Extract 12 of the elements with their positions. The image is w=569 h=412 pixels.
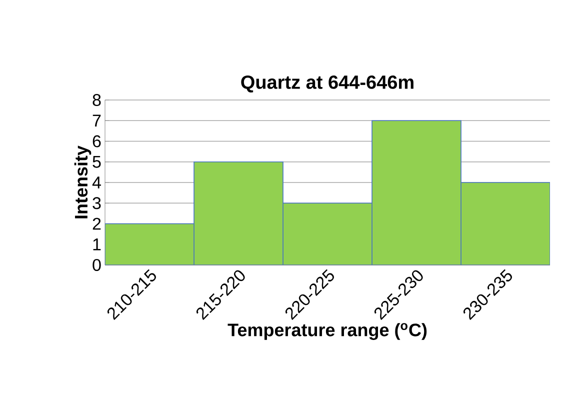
x-axis-title: Temperature range ($^{o}$C) <box>228 323 427 340</box>
y-tick-label: 3 <box>92 197 101 210</box>
y-tick-label: 0 <box>92 258 101 272</box>
y-tick-label: 1 <box>93 238 101 250</box>
y-tick-label: 8 <box>92 94 101 106</box>
chart-title: Quartz at 644-646m <box>241 75 414 92</box>
y-axis-title: Intensity <box>74 146 92 218</box>
y-tick-label: 4 <box>92 176 101 188</box>
y-tick-label: 6 <box>92 135 101 148</box>
y-tick-label: 5 <box>92 156 101 168</box>
y-tick-label: 2 <box>92 218 101 230</box>
y-tick-label: 7 <box>92 114 101 126</box>
